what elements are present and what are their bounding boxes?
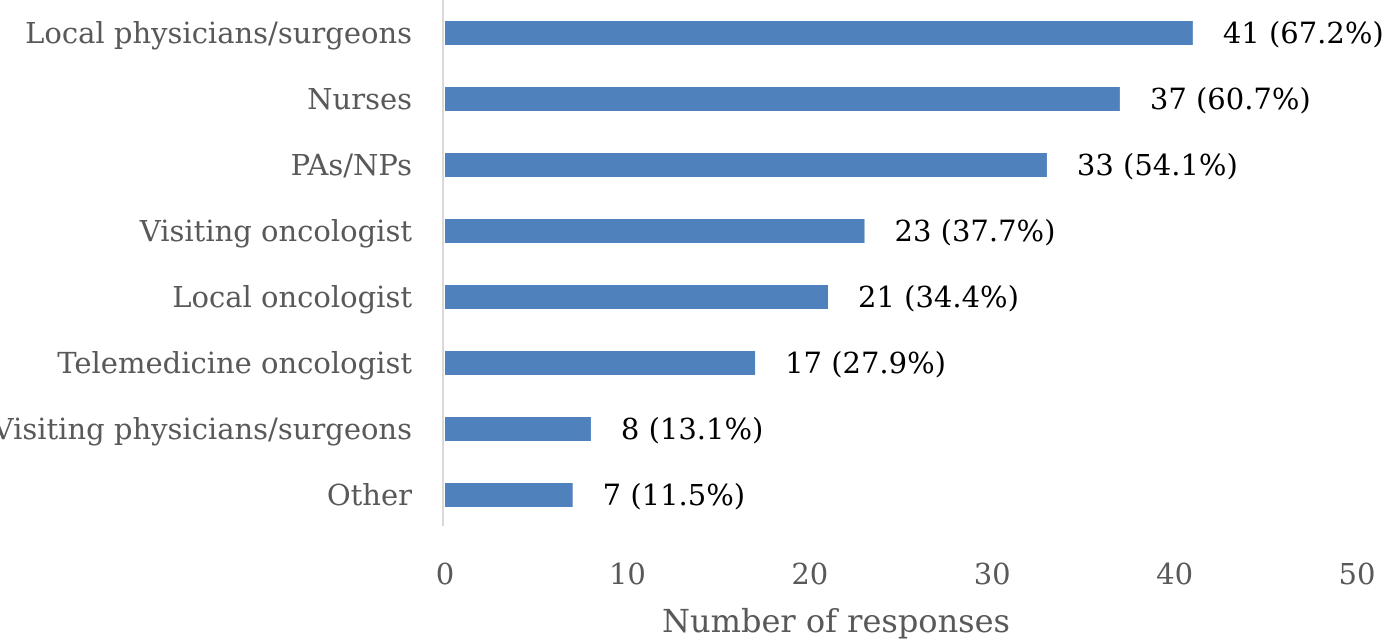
x-tick-label-0: 0 xyxy=(436,557,454,591)
x-tick-label-2: 20 xyxy=(791,557,828,591)
data-label-1: 37 (60.7%) xyxy=(1150,82,1311,116)
bar-2 xyxy=(445,153,1047,177)
data-label-6: 8 (13.1%) xyxy=(621,412,763,446)
bar-1 xyxy=(445,87,1120,111)
category-label-2: PAs/NPs xyxy=(291,148,412,182)
x-tick-label-1: 10 xyxy=(609,557,646,591)
data-label-2: 33 (54.1%) xyxy=(1077,148,1238,182)
category-label-5: Telemedicine oncologist xyxy=(57,346,412,380)
category-label-7: Other xyxy=(327,478,412,512)
category-label-6: Visiting physicians/surgeons xyxy=(0,412,412,446)
data-label-0: 41 (67.2%) xyxy=(1223,16,1384,50)
bar-4 xyxy=(445,285,829,309)
data-label-3: 23 (37.7%) xyxy=(895,214,1056,248)
x-tick-label-3: 30 xyxy=(974,557,1011,591)
x-tick-label-4: 40 xyxy=(1156,557,1193,591)
data-label-7: 7 (11.5%) xyxy=(603,478,745,512)
category-label-4: Local oncologist xyxy=(172,280,412,314)
category-label-1: Nurses xyxy=(307,82,412,116)
x-axis-title: Number of responses xyxy=(662,602,1010,640)
bar-5 xyxy=(445,351,756,375)
bar-3 xyxy=(445,219,865,243)
bar-0 xyxy=(445,21,1193,45)
bar-7 xyxy=(445,483,573,507)
bar-6 xyxy=(445,417,591,441)
category-label-0: Local physicians/surgeons xyxy=(25,16,412,50)
category-label-3: Visiting oncologist xyxy=(139,214,413,248)
data-label-5: 17 (27.9%) xyxy=(785,346,946,380)
data-label-4: 21 (34.4%) xyxy=(858,280,1019,314)
x-tick-label-5: 50 xyxy=(1339,557,1376,591)
